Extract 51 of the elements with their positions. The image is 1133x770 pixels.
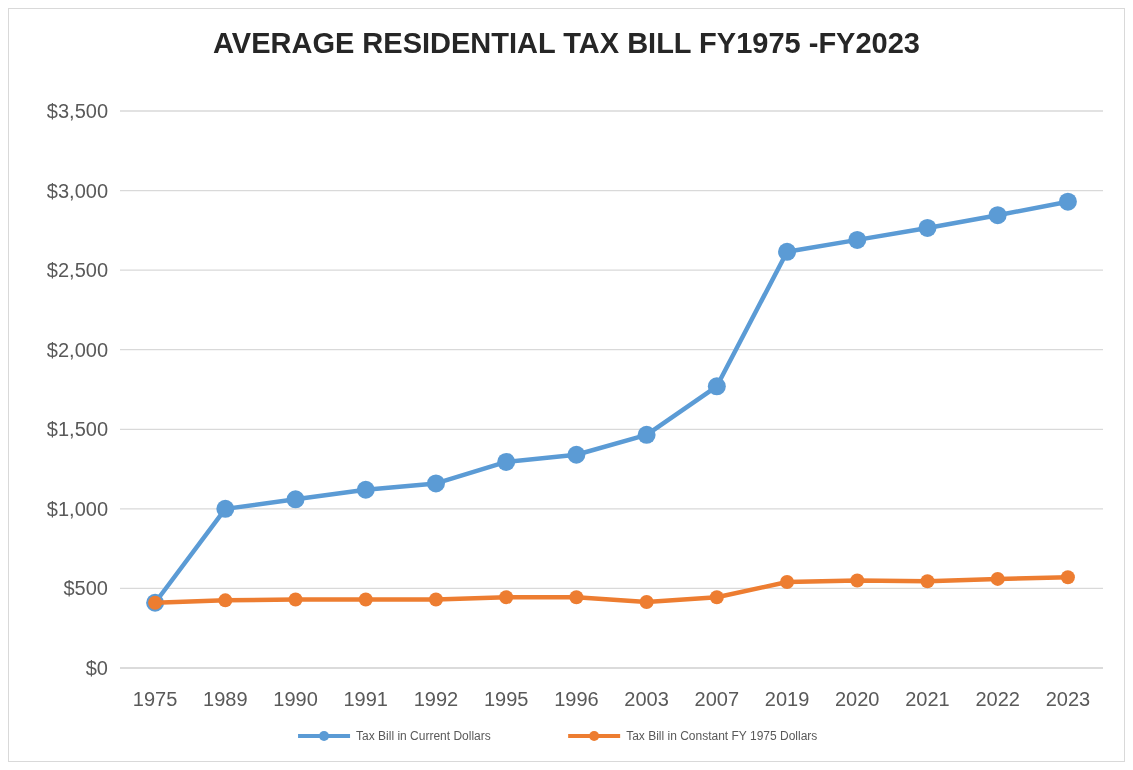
point [428,592,443,607]
point [707,377,726,396]
point [1058,192,1077,211]
y-tick-label: $3,000 [46,179,108,202]
point [988,206,1007,225]
point [286,490,305,509]
y-tick-label: $2,000 [46,338,108,361]
x-tick-label: 1996 [554,688,599,710]
point [216,499,235,518]
y-tick-label: $3,500 [46,100,108,122]
point [1060,570,1075,585]
x-tick-label: 2019 [764,688,810,710]
point [288,592,303,607]
point [918,218,937,237]
y-tick-label: $1,500 [46,418,108,441]
x-tick-label: 1975 [132,688,178,710]
legend-label: Tax Bill in Current Dollars [356,729,491,744]
point [569,590,584,605]
legend-label: Tax Bill in Constant FY 1975 Dollars [626,729,818,744]
point [356,480,375,499]
point [218,593,233,608]
point [780,575,795,590]
point [778,242,797,261]
y-tick-label: $0 [85,657,108,679]
point [850,573,865,588]
point [990,571,1005,586]
x-tick-label: 2007 [694,688,740,710]
x-tick-label: 1990 [273,688,318,710]
x-tick-label: 1995 [483,688,529,710]
y-tick-label: $2,500 [46,259,108,282]
x-tick-label: 2021 [905,688,950,710]
x-tick-label: 2003 [624,688,669,710]
point [499,590,514,605]
x-tick-label: 2022 [975,688,1020,710]
x-tick-label: 2023 [1045,688,1091,710]
point [358,592,373,607]
chart-title: AVERAGE RESIDENTIAL TAX BILL FY1975 -FY2023 [213,27,920,59]
point [709,590,724,605]
point [497,452,516,471]
point [639,594,654,609]
y-tick-label: $1,000 [46,497,108,520]
x-tick-label: 1991 [343,688,388,710]
point [426,474,445,493]
point [567,445,586,464]
x-tick-label: 1989 [203,688,248,710]
point [848,230,867,249]
point [637,425,656,444]
y-tick-label: $500 [63,577,108,600]
point [920,574,935,589]
x-tick-label: 2020 [835,688,880,710]
x-tick-label: 1992 [413,688,459,710]
